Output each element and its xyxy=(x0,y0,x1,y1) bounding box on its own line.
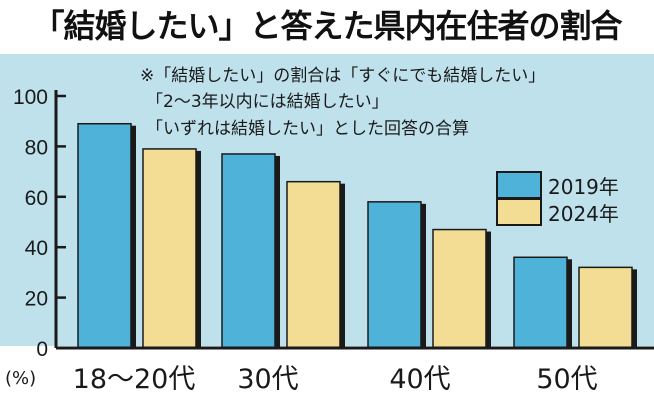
y-tick-label: 80 xyxy=(25,136,48,159)
bars-group xyxy=(77,122,637,349)
y-tick-group: 0 20 40 60 80 100 xyxy=(13,86,66,361)
bar-2019-cat-3 xyxy=(513,256,568,349)
bar-chart: 0 20 40 60 80 100 18～20代 30代 40代 50代 (%) ※「結婚したい… xyxy=(0,54,654,395)
y-unit-label: (%) xyxy=(5,368,36,389)
y-tick-label: 20 xyxy=(25,288,48,311)
annotation-line-1: ※「結婚したい」の割合は「すぐにでも結婚したい」 xyxy=(140,66,545,86)
annotation-line-3: 「いずれは結婚したい」とした回答の合算 xyxy=(146,119,469,139)
bar-2019-cat-0 xyxy=(77,122,132,349)
bar-2024-cat-0 xyxy=(142,148,197,349)
y-tick-label: 100 xyxy=(13,86,48,109)
y-tick-label: 40 xyxy=(25,237,48,260)
bar-2024-cat-2 xyxy=(432,228,487,349)
bar-2019-cat-2 xyxy=(367,201,422,349)
bar-2019-cat-1 xyxy=(221,153,276,349)
category-label: 18～20代 xyxy=(73,364,196,395)
bar-2024-cat-1 xyxy=(286,180,341,349)
legend-label-2024: 2024年 xyxy=(548,202,619,226)
legend-label-2019: 2019年 xyxy=(548,175,619,199)
legend: 2019年 2024年 xyxy=(496,171,619,226)
chart-title: 「結婚したい」と答えた県内在住者の割合 xyxy=(0,0,654,52)
category-label: 30代 xyxy=(237,364,298,395)
category-label: 50代 xyxy=(536,364,597,395)
legend-swatch-2019 xyxy=(496,171,542,199)
category-label: 40代 xyxy=(389,364,450,395)
annotation-line-2: 「2～3年以内には結婚したい」 xyxy=(146,92,389,112)
bar-2024-cat-3 xyxy=(578,266,633,349)
y-tick-label: 60 xyxy=(25,187,48,210)
category-label-group: 18～20代 30代 40代 50代 xyxy=(73,364,598,395)
y-tick-label: 0 xyxy=(36,338,48,361)
chart-panel: 0 20 40 60 80 100 18～20代 30代 40代 50代 (%) ※「結婚したい… xyxy=(0,54,654,400)
legend-swatch-2024 xyxy=(496,198,542,226)
